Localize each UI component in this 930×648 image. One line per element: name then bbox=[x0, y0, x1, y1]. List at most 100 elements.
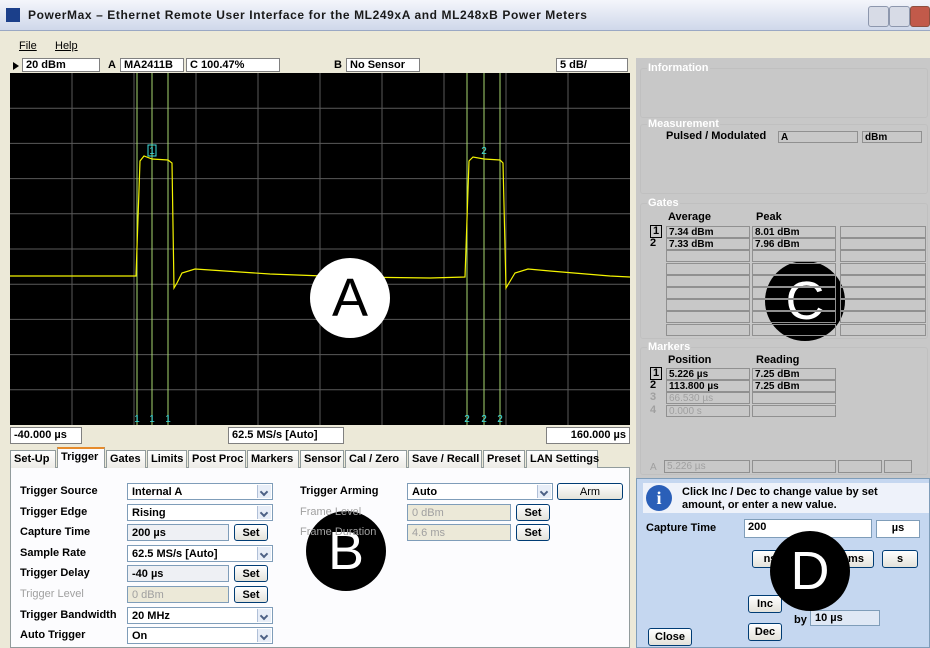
dropdown[interactable]: Auto bbox=[407, 483, 553, 500]
step-label: by bbox=[794, 614, 807, 626]
field-label: Trigger Level bbox=[20, 588, 84, 600]
field-label: Trigger Source bbox=[20, 485, 98, 497]
gate-average bbox=[666, 287, 750, 299]
delta-cell bbox=[838, 460, 882, 473]
gate-extra bbox=[840, 311, 926, 324]
gate-average bbox=[666, 250, 750, 263]
gate-average bbox=[666, 311, 750, 324]
maximize-button[interactable] bbox=[889, 6, 910, 27]
field-label: Frame Duration bbox=[300, 526, 377, 539]
delta-value: 5.226 µs bbox=[664, 460, 750, 473]
hint-text: Click Inc / Dec to change value by set a… bbox=[682, 486, 878, 511]
gate-peak bbox=[752, 262, 836, 275]
tab[interactable]: Preset bbox=[483, 450, 525, 468]
column-header: Reading bbox=[756, 354, 800, 366]
tab[interactable]: Save / Recall bbox=[408, 450, 482, 468]
group-title: Measurement bbox=[647, 118, 720, 130]
gate-peak: 8.01 dBm bbox=[752, 226, 836, 238]
markers-group bbox=[640, 347, 928, 475]
cursor-label: 2 bbox=[464, 414, 470, 425]
dropdown[interactable]: Rising bbox=[127, 503, 273, 521]
value-field[interactable]: 200 µs bbox=[127, 524, 229, 542]
dropdown[interactable]: 20 MHz bbox=[127, 606, 273, 624]
row-number: 2 bbox=[650, 237, 657, 250]
marker-position: 5.226 µs bbox=[666, 368, 750, 380]
arm-button[interactable]: Arm bbox=[557, 483, 623, 500]
measurement-channel: A bbox=[778, 131, 858, 143]
tab[interactable]: Gates bbox=[106, 450, 146, 468]
field-label: Trigger Edge bbox=[20, 505, 88, 518]
status-strip bbox=[10, 58, 630, 72]
unit-display: µs bbox=[876, 520, 920, 538]
scale: 5 dB/ bbox=[556, 58, 628, 72]
row-number: 3 bbox=[650, 391, 657, 404]
gate-extra bbox=[840, 238, 926, 251]
gates-group bbox=[640, 203, 928, 339]
gate-average: 7.34 dBm bbox=[666, 226, 750, 238]
gate-average bbox=[666, 299, 750, 312]
gate-extra bbox=[840, 226, 926, 238]
marker-reading bbox=[752, 404, 836, 417]
inc-button[interactable]: Inc bbox=[748, 595, 782, 613]
delta-cell bbox=[884, 460, 912, 473]
tab[interactable]: Markers bbox=[247, 450, 299, 468]
tab[interactable]: Limits bbox=[147, 450, 187, 468]
gate-label: 2 bbox=[481, 146, 487, 157]
gate-peak bbox=[752, 274, 836, 287]
gate-average bbox=[666, 262, 750, 275]
marker-reading: 7.25 dBm bbox=[752, 380, 836, 393]
gate-peak bbox=[752, 250, 836, 263]
menu-item[interactable]: Help bbox=[55, 40, 78, 52]
gate-peak bbox=[752, 287, 836, 299]
cursor-label: 1 bbox=[149, 414, 155, 425]
title-bar bbox=[0, 0, 930, 31]
tab[interactable]: Set-Up bbox=[10, 450, 56, 468]
delta-channel: A bbox=[650, 462, 657, 473]
dropdown[interactable]: 62.5 MS/s [Auto] bbox=[127, 544, 273, 562]
annotation: B bbox=[306, 511, 386, 591]
value-field[interactable]: -40 µs bbox=[127, 565, 229, 583]
time-start: -40.000 µs bbox=[10, 427, 82, 444]
set-button[interactable]: Set bbox=[516, 524, 550, 542]
set-button[interactable]: Set bbox=[234, 565, 268, 583]
measurement-group bbox=[640, 124, 928, 194]
time-end: 160.000 µs bbox=[546, 427, 630, 444]
gate-extra bbox=[840, 287, 926, 299]
annotation: D bbox=[770, 531, 850, 611]
column-header: Peak bbox=[756, 211, 782, 223]
field-label: Sample Rate bbox=[20, 546, 87, 559]
unit-button[interactable]: s bbox=[882, 550, 918, 568]
channel-a: A bbox=[108, 59, 116, 71]
gate-peak bbox=[752, 311, 836, 324]
app-icon bbox=[6, 8, 20, 22]
dropdown[interactable]: On bbox=[127, 627, 273, 645]
range: 20 dBm bbox=[22, 58, 100, 72]
cursor-label: 1 bbox=[165, 414, 171, 425]
set-button[interactable]: Set bbox=[234, 586, 268, 603]
group-title: Information bbox=[647, 62, 710, 74]
menu-item[interactable]: File bbox=[19, 40, 37, 52]
cursor-label: 2 bbox=[497, 414, 503, 425]
tab[interactable]: Sensor bbox=[300, 450, 344, 468]
tab[interactable]: LAN Settings bbox=[526, 450, 599, 468]
tab[interactable]: Cal / Zero bbox=[345, 450, 407, 468]
dec-button[interactable]: Dec bbox=[748, 623, 782, 641]
set-button[interactable]: Set bbox=[234, 524, 268, 542]
set-button[interactable]: Set bbox=[516, 503, 550, 521]
tab[interactable]: Post Proc bbox=[188, 450, 246, 468]
dropdown[interactable]: Internal A bbox=[127, 483, 273, 500]
gate-extra bbox=[840, 323, 926, 336]
hint-box bbox=[643, 483, 929, 513]
gate-average bbox=[666, 323, 750, 336]
minimize-button[interactable] bbox=[868, 6, 889, 27]
tab[interactable]: Trigger bbox=[57, 447, 105, 468]
channel-b: B bbox=[334, 59, 342, 71]
close-button[interactable]: Close bbox=[648, 628, 692, 646]
field-label: Capture Time bbox=[646, 522, 717, 534]
group-title: Gates bbox=[647, 197, 680, 209]
field-label: Trigger Arming bbox=[300, 485, 379, 497]
close-window-button[interactable] bbox=[910, 6, 930, 27]
value-field: 4.6 ms bbox=[407, 524, 511, 542]
measurement-mode: Pulsed / Modulated bbox=[666, 130, 767, 142]
gate-average: 7.33 dBm bbox=[666, 238, 750, 251]
